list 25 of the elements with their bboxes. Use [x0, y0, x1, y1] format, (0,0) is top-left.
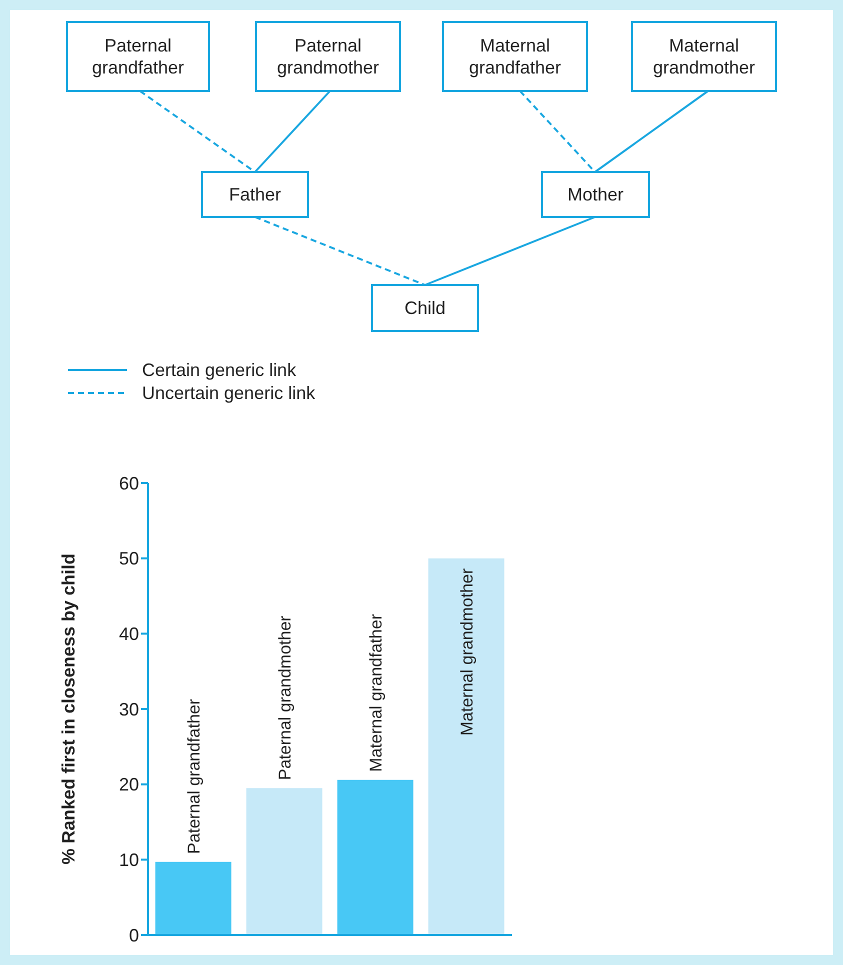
bar	[246, 788, 322, 935]
y-tick-label: 30	[118, 699, 139, 720]
text: Mother	[567, 184, 624, 204]
text: Maternal grandmother	[652, 36, 756, 78]
text: Child	[404, 298, 446, 318]
y-tick-label: 40	[118, 624, 139, 644]
x-tick-label: Paternal grandfather	[184, 698, 204, 854]
y-tick-label: 50	[118, 548, 139, 569]
y-tick-label: 60	[118, 473, 139, 494]
x-tick-label: Paternal grandmother	[275, 615, 294, 780]
x-tick-label: Maternal grandfather	[366, 614, 386, 772]
y-tick-label: 0	[128, 925, 139, 946]
bar	[428, 558, 504, 935]
text: Father	[228, 184, 282, 204]
y-tick-label: 10	[118, 850, 139, 870]
text: Certain generic link	[142, 360, 298, 380]
text: Paternal grandmother	[276, 36, 380, 78]
bar	[337, 780, 414, 935]
text: Maternal grandfather	[468, 36, 562, 78]
y-tick-label: 20	[118, 774, 139, 795]
text: Paternal grandfather	[92, 36, 184, 78]
text: Uncertain generic link	[142, 383, 316, 403]
x-tick-label: Maternal grandmother	[457, 568, 476, 736]
bar	[155, 862, 232, 935]
y-axis-title: % Ranked first in closeness by child	[58, 553, 78, 865]
